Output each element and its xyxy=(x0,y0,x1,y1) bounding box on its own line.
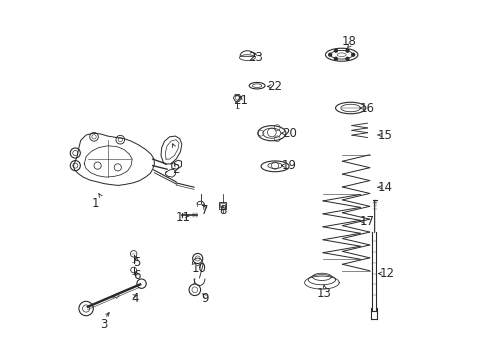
Text: 11: 11 xyxy=(176,211,190,224)
Text: 17: 17 xyxy=(359,215,374,228)
Text: 8: 8 xyxy=(219,204,226,217)
Text: 10: 10 xyxy=(192,262,206,275)
Text: 1: 1 xyxy=(91,197,99,210)
Text: 12: 12 xyxy=(378,267,393,280)
Text: 20: 20 xyxy=(282,127,296,140)
Circle shape xyxy=(346,57,348,60)
Text: 4: 4 xyxy=(131,292,138,305)
Text: 13: 13 xyxy=(316,287,330,300)
Circle shape xyxy=(328,53,331,56)
Text: 22: 22 xyxy=(267,80,282,93)
Text: 6: 6 xyxy=(132,269,140,282)
Text: 15: 15 xyxy=(377,129,391,141)
Text: 14: 14 xyxy=(377,181,391,194)
Text: 19: 19 xyxy=(282,159,296,172)
Circle shape xyxy=(334,57,337,60)
Text: 2: 2 xyxy=(172,163,180,176)
Circle shape xyxy=(346,49,348,52)
Text: 9: 9 xyxy=(201,292,208,305)
Text: 7: 7 xyxy=(201,204,208,217)
Circle shape xyxy=(334,49,337,52)
Text: 5: 5 xyxy=(133,256,140,269)
Circle shape xyxy=(351,53,354,56)
Text: 23: 23 xyxy=(247,51,262,64)
Text: 16: 16 xyxy=(359,102,374,114)
Text: 21: 21 xyxy=(233,94,248,107)
Text: 3: 3 xyxy=(100,318,107,330)
Text: 18: 18 xyxy=(341,35,356,48)
